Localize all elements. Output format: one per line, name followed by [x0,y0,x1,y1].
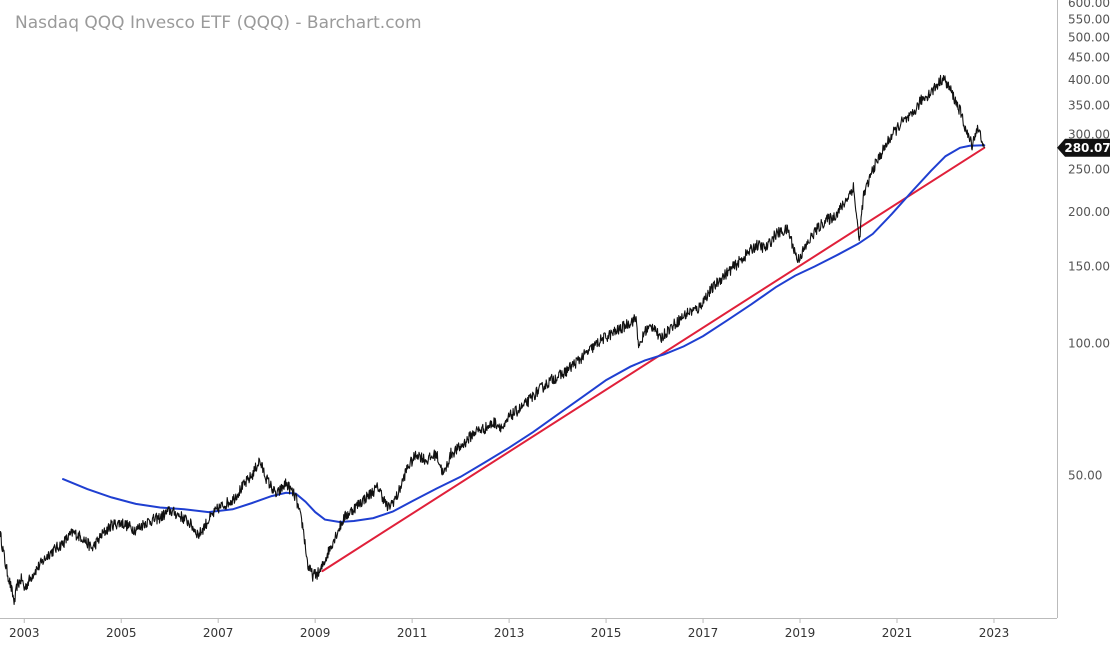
x-tick-label: 2009 [300,626,331,640]
plot-area [0,74,986,606]
y-tick-label: 300.00 [1068,128,1110,142]
trendline [321,146,986,573]
price-axis: 600.00 550.00 500.00 450.00 400.00 350.00 300.… [1068,0,1110,482]
y-tick-label: 500.00 [1068,31,1110,45]
x-tick-label: 2017 [688,626,719,640]
y-tick-label: 150.00 [1068,259,1110,273]
y-tick-label: 350.00 [1068,98,1110,112]
x-tick-label: 2019 [785,626,816,640]
x-tick-label: 2005 [106,626,137,640]
last-price-badge: 280.07 [1057,138,1110,157]
x-tick-label: 2007 [203,626,234,640]
last-price-badge-shape [1057,138,1110,157]
x-tick-label: 2011 [397,626,428,640]
x-tick-label: 2003 [9,626,40,640]
x-tick-label: 2023 [979,626,1010,640]
y-tick-label: 550.00 [1068,13,1110,27]
moving-average-line [62,144,986,524]
y-tick-label: 600.00 [1068,0,1110,10]
price-series-line [0,74,985,606]
y-tick-label: 100.00 [1068,337,1110,351]
time-axis: 2003 2005 2007 2009 2011 2013 2015 2017 2019 2021… [9,618,1009,640]
y-tick-label: 200.00 [1068,205,1110,219]
x-tick-label: 2015 [591,626,622,640]
x-tick-label: 2013 [494,626,525,640]
y-tick-label: 50.00 [1068,468,1102,482]
last-price-value: 280.07 [1064,141,1110,155]
y-tick-label: 250.00 [1068,162,1110,176]
x-tick-label: 2021 [882,626,913,640]
y-tick-label: 400.00 [1068,73,1110,87]
y-tick-label: 450.00 [1068,51,1110,65]
chart-title: Nasdaq QQQ Invesco ETF (QQQ) - Barchart.… [15,13,422,33]
